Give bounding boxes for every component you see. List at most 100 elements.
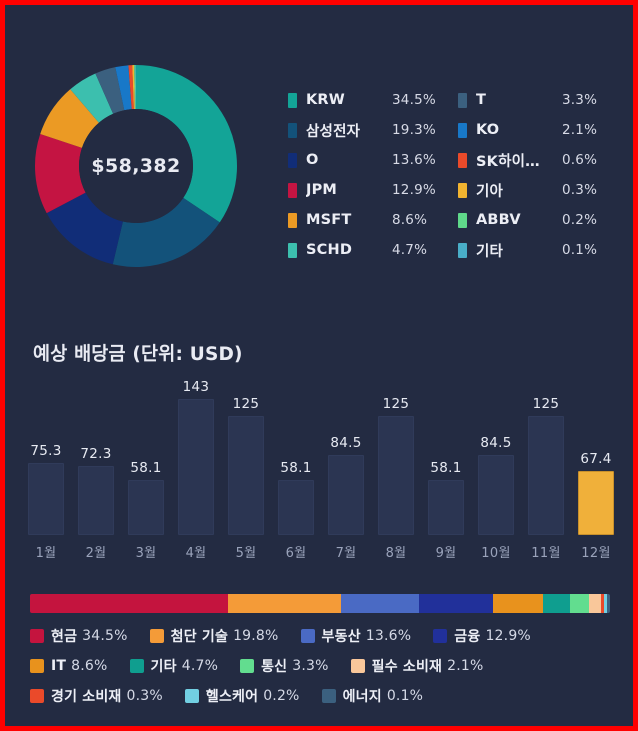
- bar-column[interactable]: 125 5월: [221, 373, 271, 563]
- donut-slice[interactable]: [115, 65, 132, 111]
- sector-legend-item[interactable]: 에너지 0.1%: [321, 686, 424, 706]
- sector-bar-segment[interactable]: [227, 594, 342, 613]
- sector-bar-segment[interactable]: [603, 594, 607, 613]
- bar-rect[interactable]: [228, 416, 264, 535]
- sector-bar-segment[interactable]: [600, 594, 604, 613]
- holding-legend-item[interactable]: MSFT 8.6%: [288, 205, 458, 235]
- donut-slice[interactable]: [46, 192, 123, 265]
- bar-value-label: 125: [232, 396, 260, 412]
- sector-color-swatch: [240, 659, 255, 673]
- sector-percent-label: 34.5%: [82, 628, 128, 644]
- holding-ticker-label: MSFT: [306, 212, 352, 228]
- sector-legend-item[interactable]: 현금 34.5%: [30, 626, 128, 646]
- holding-ticker-label: SCHD: [306, 242, 353, 258]
- sector-percent-label: 0.1%: [386, 688, 424, 704]
- holding-legend-item[interactable]: KO 2.1%: [458, 115, 628, 145]
- bar-month-label: 9월: [435, 546, 457, 561]
- bar-rect[interactable]: [578, 471, 614, 535]
- bar-column[interactable]: 67.4 12월: [571, 373, 621, 563]
- holding-color-swatch: [458, 182, 467, 198]
- bar-rect[interactable]: [478, 455, 514, 535]
- donut-slice[interactable]: [34, 133, 86, 214]
- bar-rect[interactable]: [528, 416, 564, 535]
- dividend-bars-area: 75.3 1월 72.3 2월 58.1 3월 143 4월 125 5월 58.1 6월 84.5 7월…: [21, 373, 621, 563]
- sector-bar-segment[interactable]: [419, 594, 494, 613]
- sector-bar-segment[interactable]: [569, 594, 589, 613]
- sector-legend-item[interactable]: 필수 소비재 2.1%: [350, 656, 484, 676]
- holding-ticker-label: SK하이…: [476, 153, 540, 170]
- donut-slice[interactable]: [135, 65, 136, 110]
- bar-column[interactable]: 125 8월: [371, 373, 421, 563]
- sector-name-label: IT: [51, 658, 67, 674]
- bar-column[interactable]: 58.1 6월: [271, 373, 321, 563]
- bar-value-label: 58.1: [280, 460, 312, 476]
- bar-month-label: 1월: [35, 546, 57, 561]
- sector-legend-row: IT 8.6% 기타 4.7% 통신 3.3% 필수 소비재 2.1%: [30, 651, 620, 681]
- holding-legend-item[interactable]: JPM 12.9%: [288, 175, 458, 205]
- sector-bar-segment[interactable]: [30, 594, 228, 613]
- bar-month-label: 12월: [581, 546, 611, 561]
- holding-percent-label: 8.6%: [392, 212, 428, 228]
- sector-percent-label: 4.7%: [181, 658, 219, 674]
- donut-slice[interactable]: [95, 67, 125, 114]
- bar-rect[interactable]: [78, 466, 114, 535]
- sector-legend-item[interactable]: 부동산 13.6%: [300, 626, 412, 646]
- bar-column[interactable]: 84.5 10월: [471, 373, 521, 563]
- sector-legend-item[interactable]: 통신 3.3%: [240, 656, 329, 676]
- holding-legend-item[interactable]: 삼성전자 19.3%: [288, 115, 458, 145]
- sector-legend-item[interactable]: 기타 4.7%: [129, 656, 219, 676]
- holding-legend-item[interactable]: T 3.3%: [458, 85, 628, 115]
- sector-bar-segment[interactable]: [542, 594, 570, 613]
- holding-ticker-label: T: [476, 92, 487, 108]
- bar-column[interactable]: 125 11월: [521, 373, 571, 563]
- sector-allocation-section: 현금 34.5% 첨단 기술 19.8% 부동산 13.6% 금융 12.9% IT 8.6% 기타…: [5, 573, 633, 726]
- holding-legend-item[interactable]: ABBV 0.2%: [458, 205, 628, 235]
- bar-column[interactable]: 58.1 3월: [121, 373, 171, 563]
- holding-legend-item[interactable]: 기아 0.3%: [458, 175, 628, 205]
- donut-slice[interactable]: [112, 197, 220, 267]
- bar-column[interactable]: 75.3 1월: [21, 373, 71, 563]
- bar-rect[interactable]: [128, 480, 164, 535]
- bar-rect[interactable]: [428, 480, 464, 535]
- bar-rect[interactable]: [28, 463, 64, 535]
- sector-legend-item[interactable]: 경기 소비재 0.3%: [30, 686, 163, 706]
- donut-slice[interactable]: [134, 65, 136, 110]
- bar-rect[interactable]: [378, 416, 414, 535]
- holding-percent-label: 19.3%: [392, 122, 436, 138]
- holding-legend-item[interactable]: SK하이… 0.6%: [458, 145, 628, 175]
- sector-bar-segment[interactable]: [588, 594, 601, 613]
- sector-percent-label: 8.6%: [71, 658, 108, 674]
- donut-slice[interactable]: [40, 89, 99, 148]
- sector-legend-item[interactable]: 첨단 기술 19.8%: [149, 626, 279, 646]
- sector-legend-item[interactable]: IT 8.6%: [30, 658, 108, 674]
- bar-column[interactable]: 58.1 9월: [421, 373, 471, 563]
- donut-slice[interactable]: [70, 73, 114, 123]
- holding-legend-item[interactable]: O 13.6%: [288, 145, 458, 175]
- holding-legend-item[interactable]: 기타 0.1%: [458, 235, 628, 265]
- holding-legend-item[interactable]: KRW 34.5%: [288, 85, 458, 115]
- bar-column[interactable]: 143 4월: [171, 373, 221, 563]
- bar-column[interactable]: 84.5 7월: [321, 373, 371, 563]
- donut-slice[interactable]: [136, 65, 237, 223]
- holding-ticker-label: 삼성전자: [306, 123, 361, 140]
- sector-legend-item[interactable]: 헬스케어 0.2%: [184, 686, 300, 706]
- holding-legend-item[interactable]: SCHD 4.7%: [288, 235, 458, 265]
- sector-legend-item[interactable]: 금융 12.9%: [433, 626, 531, 646]
- holdings-legend: KRW 34.5% T 3.3% 삼성전자 19.3% KO 2.1% O 13.6% SK하이… 0…: [288, 85, 628, 265]
- bar-rect[interactable]: [278, 480, 314, 535]
- sector-name-label: 첨단 기술: [170, 629, 229, 645]
- bar-column[interactable]: 72.3 2월: [71, 373, 121, 563]
- holding-percent-label: 0.6%: [562, 152, 598, 168]
- holdings-donut-chart: $58,382: [33, 63, 239, 269]
- bar-value-label: 125: [532, 396, 560, 412]
- donut-slice[interactable]: [132, 65, 135, 110]
- sector-color-swatch: [30, 659, 44, 673]
- sector-bar-segment[interactable]: [493, 594, 543, 613]
- donut-slice[interactable]: [128, 65, 134, 110]
- bar-rect[interactable]: [328, 455, 364, 535]
- sector-percent-label: 12.9%: [485, 628, 531, 644]
- bar-rect[interactable]: [178, 399, 214, 535]
- sector-bar-segment[interactable]: [341, 594, 420, 613]
- sector-name-label: 기타: [150, 659, 177, 675]
- sector-bar-segment[interactable]: [606, 594, 610, 613]
